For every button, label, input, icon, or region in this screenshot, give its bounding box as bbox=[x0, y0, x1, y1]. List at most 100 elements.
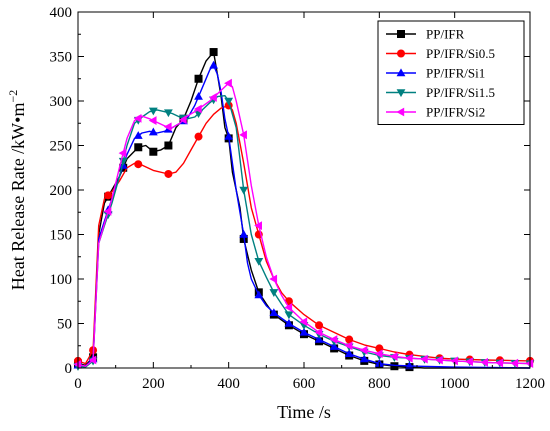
data-point-pp-ifr-si2 bbox=[344, 341, 353, 351]
legend-item-pp-ifr-si2: PP/IFR/Si2 bbox=[386, 105, 485, 120]
x-tick-label: 0 bbox=[74, 376, 82, 392]
series-pp-ifr-si2 bbox=[73, 78, 534, 369]
data-point-pp-ifr-si1 bbox=[194, 91, 203, 100]
data-point-pp-ifr bbox=[194, 74, 203, 83]
x-tick-label: 400 bbox=[217, 376, 240, 392]
data-point-pp-ifr-si0-5 bbox=[164, 169, 173, 178]
legend-marker bbox=[397, 49, 405, 58]
data-point-pp-ifr-si2 bbox=[269, 274, 278, 284]
x-axis-title: Time /s bbox=[277, 402, 331, 422]
data-point-pp-ifr-si2 bbox=[329, 335, 338, 344]
data-point-pp-ifr-si1-5 bbox=[148, 107, 158, 116]
y-tick-label: 300 bbox=[50, 94, 73, 110]
data-point-pp-ifr-si1 bbox=[314, 334, 324, 343]
data-point-pp-ifr-si2 bbox=[178, 115, 187, 125]
data-point-pp-ifr-si2 bbox=[73, 360, 82, 369]
y-tick-label: 200 bbox=[50, 183, 73, 199]
y-tick-label: 100 bbox=[50, 272, 73, 288]
legend-marker bbox=[396, 107, 405, 117]
data-point-pp-ifr-si2 bbox=[389, 352, 398, 361]
legend-item-pp-ifr-si1-5: PP/IFR/Si1.5 bbox=[386, 85, 495, 100]
data-point-pp-ifr-si0-5 bbox=[194, 132, 203, 141]
legend-marker bbox=[396, 68, 406, 77]
data-point-pp-ifr-si2 bbox=[299, 317, 308, 327]
x-tick-label: 200 bbox=[142, 376, 165, 392]
data-point-pp-ifr-si1 bbox=[239, 229, 249, 238]
data-point-pp-ifr-si1-5 bbox=[284, 311, 294, 320]
data-point-pp-ifr-si2 bbox=[118, 148, 127, 158]
legend-label: PP/IFR/Si1 bbox=[426, 66, 485, 81]
legend-label: PP/IFR/Si1.5 bbox=[426, 85, 495, 100]
data-point-pp-ifr-si1 bbox=[209, 60, 218, 69]
data-point-pp-ifr bbox=[134, 143, 143, 152]
y-tick-label: 0 bbox=[65, 361, 73, 377]
data-point-pp-ifr-si2 bbox=[224, 78, 232, 88]
y-axis-title: Heat Release Rate /kW•m−2 bbox=[6, 90, 28, 291]
data-point-pp-ifr bbox=[390, 362, 399, 371]
data-point-pp-ifr-si1 bbox=[284, 318, 294, 327]
legend-item-pp-ifr-si0-5: PP/IFR/Si0.5 bbox=[386, 46, 495, 61]
y-axis-title-superscript: −2 bbox=[6, 90, 20, 103]
data-point-pp-ifr-si1-5 bbox=[254, 258, 264, 266]
y-tick-label: 50 bbox=[57, 317, 72, 333]
y-tick-label: 150 bbox=[50, 228, 73, 244]
legend-label: PP/IFR/Si2 bbox=[426, 105, 485, 120]
data-point-pp-ifr-si2 bbox=[88, 355, 97, 365]
x-tick-label: 1200 bbox=[515, 376, 545, 392]
data-point-pp-ifr bbox=[149, 147, 158, 156]
data-point-pp-ifr bbox=[209, 48, 218, 57]
data-point-pp-ifr-si1 bbox=[269, 308, 279, 317]
data-point-pp-ifr-si0-5 bbox=[315, 321, 324, 330]
data-point-pp-ifr-si2 bbox=[465, 357, 473, 366]
data-point-pp-ifr-si2 bbox=[148, 116, 157, 125]
data-point-pp-ifr-si2 bbox=[359, 345, 368, 355]
data-point-pp-ifr-si2 bbox=[163, 122, 172, 132]
data-point-pp-ifr-si2 bbox=[314, 328, 323, 337]
data-point-pp-ifr-si1-5 bbox=[224, 97, 234, 106]
data-point-pp-ifr-si2 bbox=[510, 358, 519, 368]
legend-marker bbox=[396, 89, 406, 98]
data-point-pp-ifr-si0-5 bbox=[104, 191, 113, 200]
data-point-pp-ifr-si2 bbox=[525, 359, 534, 368]
legend-label: PP/IFR/Si0.5 bbox=[426, 46, 495, 61]
data-point-pp-ifr-si2 bbox=[374, 349, 383, 359]
x-tick-label: 800 bbox=[368, 376, 391, 392]
data-point-pp-ifr-si2 bbox=[480, 357, 488, 367]
data-point-pp-ifr-si2 bbox=[103, 206, 112, 216]
y-axis-title-main: Heat Release Rate /kW•m bbox=[8, 103, 28, 291]
data-point-pp-ifr-si1 bbox=[224, 132, 234, 140]
data-point-pp-ifr-si2 bbox=[239, 130, 247, 140]
y-tick-label: 250 bbox=[50, 139, 73, 155]
data-point-pp-ifr-si1 bbox=[148, 127, 158, 136]
data-point-pp-ifr-si2 bbox=[435, 355, 443, 365]
data-point-pp-ifr-si1-5 bbox=[239, 186, 249, 195]
data-point-pp-ifr bbox=[164, 141, 173, 150]
axis-ticks: 0 200 400 600 800 1000 1200 0 50 100 150 200 250 300 3… bbox=[50, 5, 546, 392]
x-tick-label: 600 bbox=[293, 376, 316, 392]
data-point-pp-ifr-si1 bbox=[359, 354, 369, 363]
data-point-pp-ifr-si2 bbox=[404, 353, 413, 363]
x-tick-label: 1000 bbox=[440, 376, 470, 392]
data-point-pp-ifr-si2 bbox=[133, 113, 142, 123]
data-point-pp-ifr-si1 bbox=[133, 131, 143, 139]
data-point-pp-ifr-si2 bbox=[450, 356, 458, 366]
data-point-pp-ifr-si1-5 bbox=[269, 289, 279, 297]
data-point-pp-ifr-si1 bbox=[405, 361, 414, 370]
data-point-pp-ifr-si2 bbox=[419, 354, 428, 364]
y-tick-label: 400 bbox=[50, 5, 73, 21]
legend-marker bbox=[397, 30, 405, 38]
legend-item-pp-ifr: PP/IFR bbox=[386, 27, 465, 42]
data-point-pp-ifr-si2 bbox=[209, 93, 217, 102]
series-pp-ifr-si1-5 bbox=[73, 95, 535, 371]
data-point-pp-ifr-si2 bbox=[254, 221, 262, 230]
data-point-pp-ifr-si1 bbox=[329, 342, 339, 350]
y-tick-label: 350 bbox=[50, 50, 73, 66]
data-point-pp-ifr-si1 bbox=[299, 327, 309, 336]
data-point-pp-ifr-si2 bbox=[284, 303, 293, 312]
data-point-pp-ifr-si2 bbox=[193, 104, 202, 114]
plot-series bbox=[73, 48, 535, 372]
data-point-pp-ifr-si0-5 bbox=[134, 160, 143, 169]
data-point-pp-ifr-si2 bbox=[495, 358, 504, 368]
data-point-pp-ifr-si1 bbox=[344, 349, 354, 357]
